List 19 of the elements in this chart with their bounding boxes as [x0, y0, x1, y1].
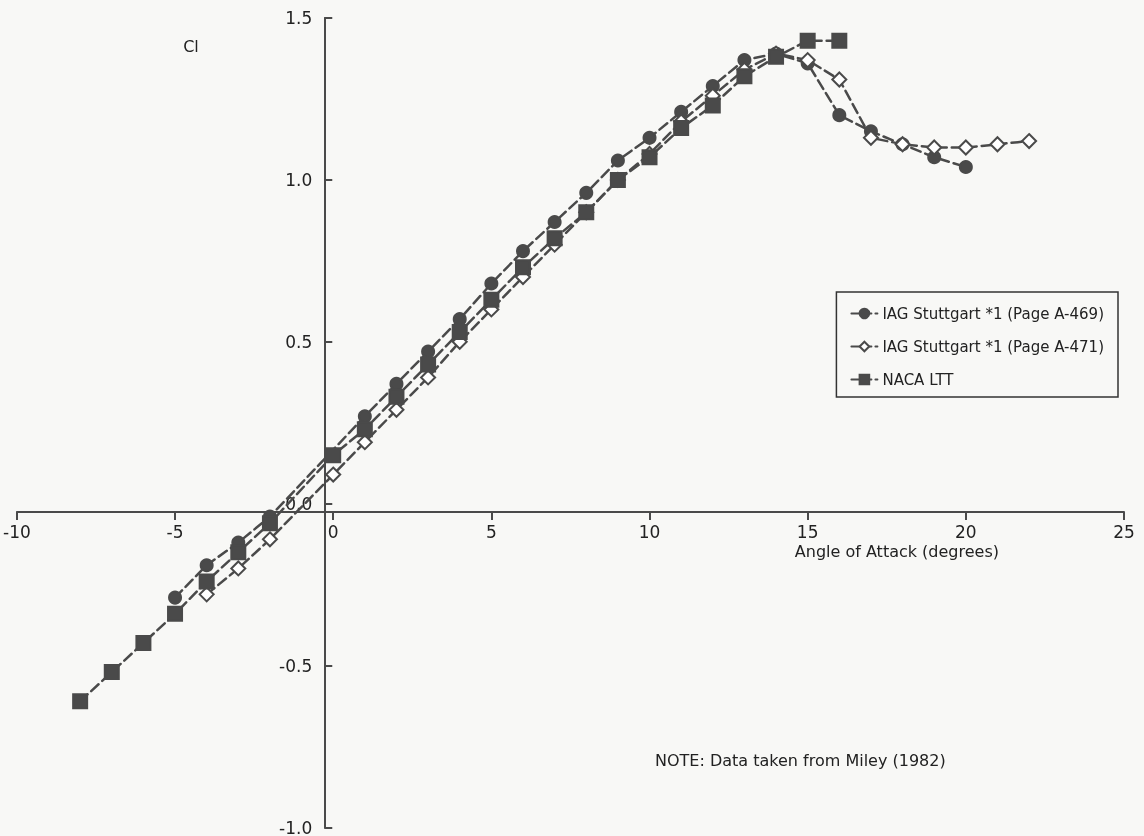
annotation: NOTE: Data taken from Miley (1982)	[655, 750, 946, 770]
y-tick-label: 0.5	[285, 331, 313, 352]
x-tick-label: 25	[1113, 522, 1135, 543]
x-tick-label: -10	[2, 522, 31, 543]
x-tick-label: 0	[327, 522, 339, 543]
legend-label: NACA LTT	[882, 370, 955, 389]
y-tick-label: -1.0	[279, 817, 313, 836]
legend-label: IAG Stuttgart *1 (Page A-471)	[882, 337, 1105, 356]
x-tick-label: -5	[166, 522, 184, 543]
y-tick-label: 1.0	[285, 169, 313, 190]
x-axis-title: Angle of Attack (degrees)	[794, 542, 1000, 562]
legend-label: IAG Stuttgart *1 (Page A-469)	[882, 304, 1105, 323]
x-tick-label: 15	[796, 522, 819, 543]
x-tick-label: 20	[955, 522, 977, 543]
x-tick-label: 5	[485, 522, 497, 543]
x-tick-label: 10	[638, 522, 661, 543]
y-tick-label: 1.5	[285, 8, 313, 28]
y-axis-title: Cl	[183, 36, 199, 56]
y-tick-label: -0.5	[279, 655, 313, 676]
